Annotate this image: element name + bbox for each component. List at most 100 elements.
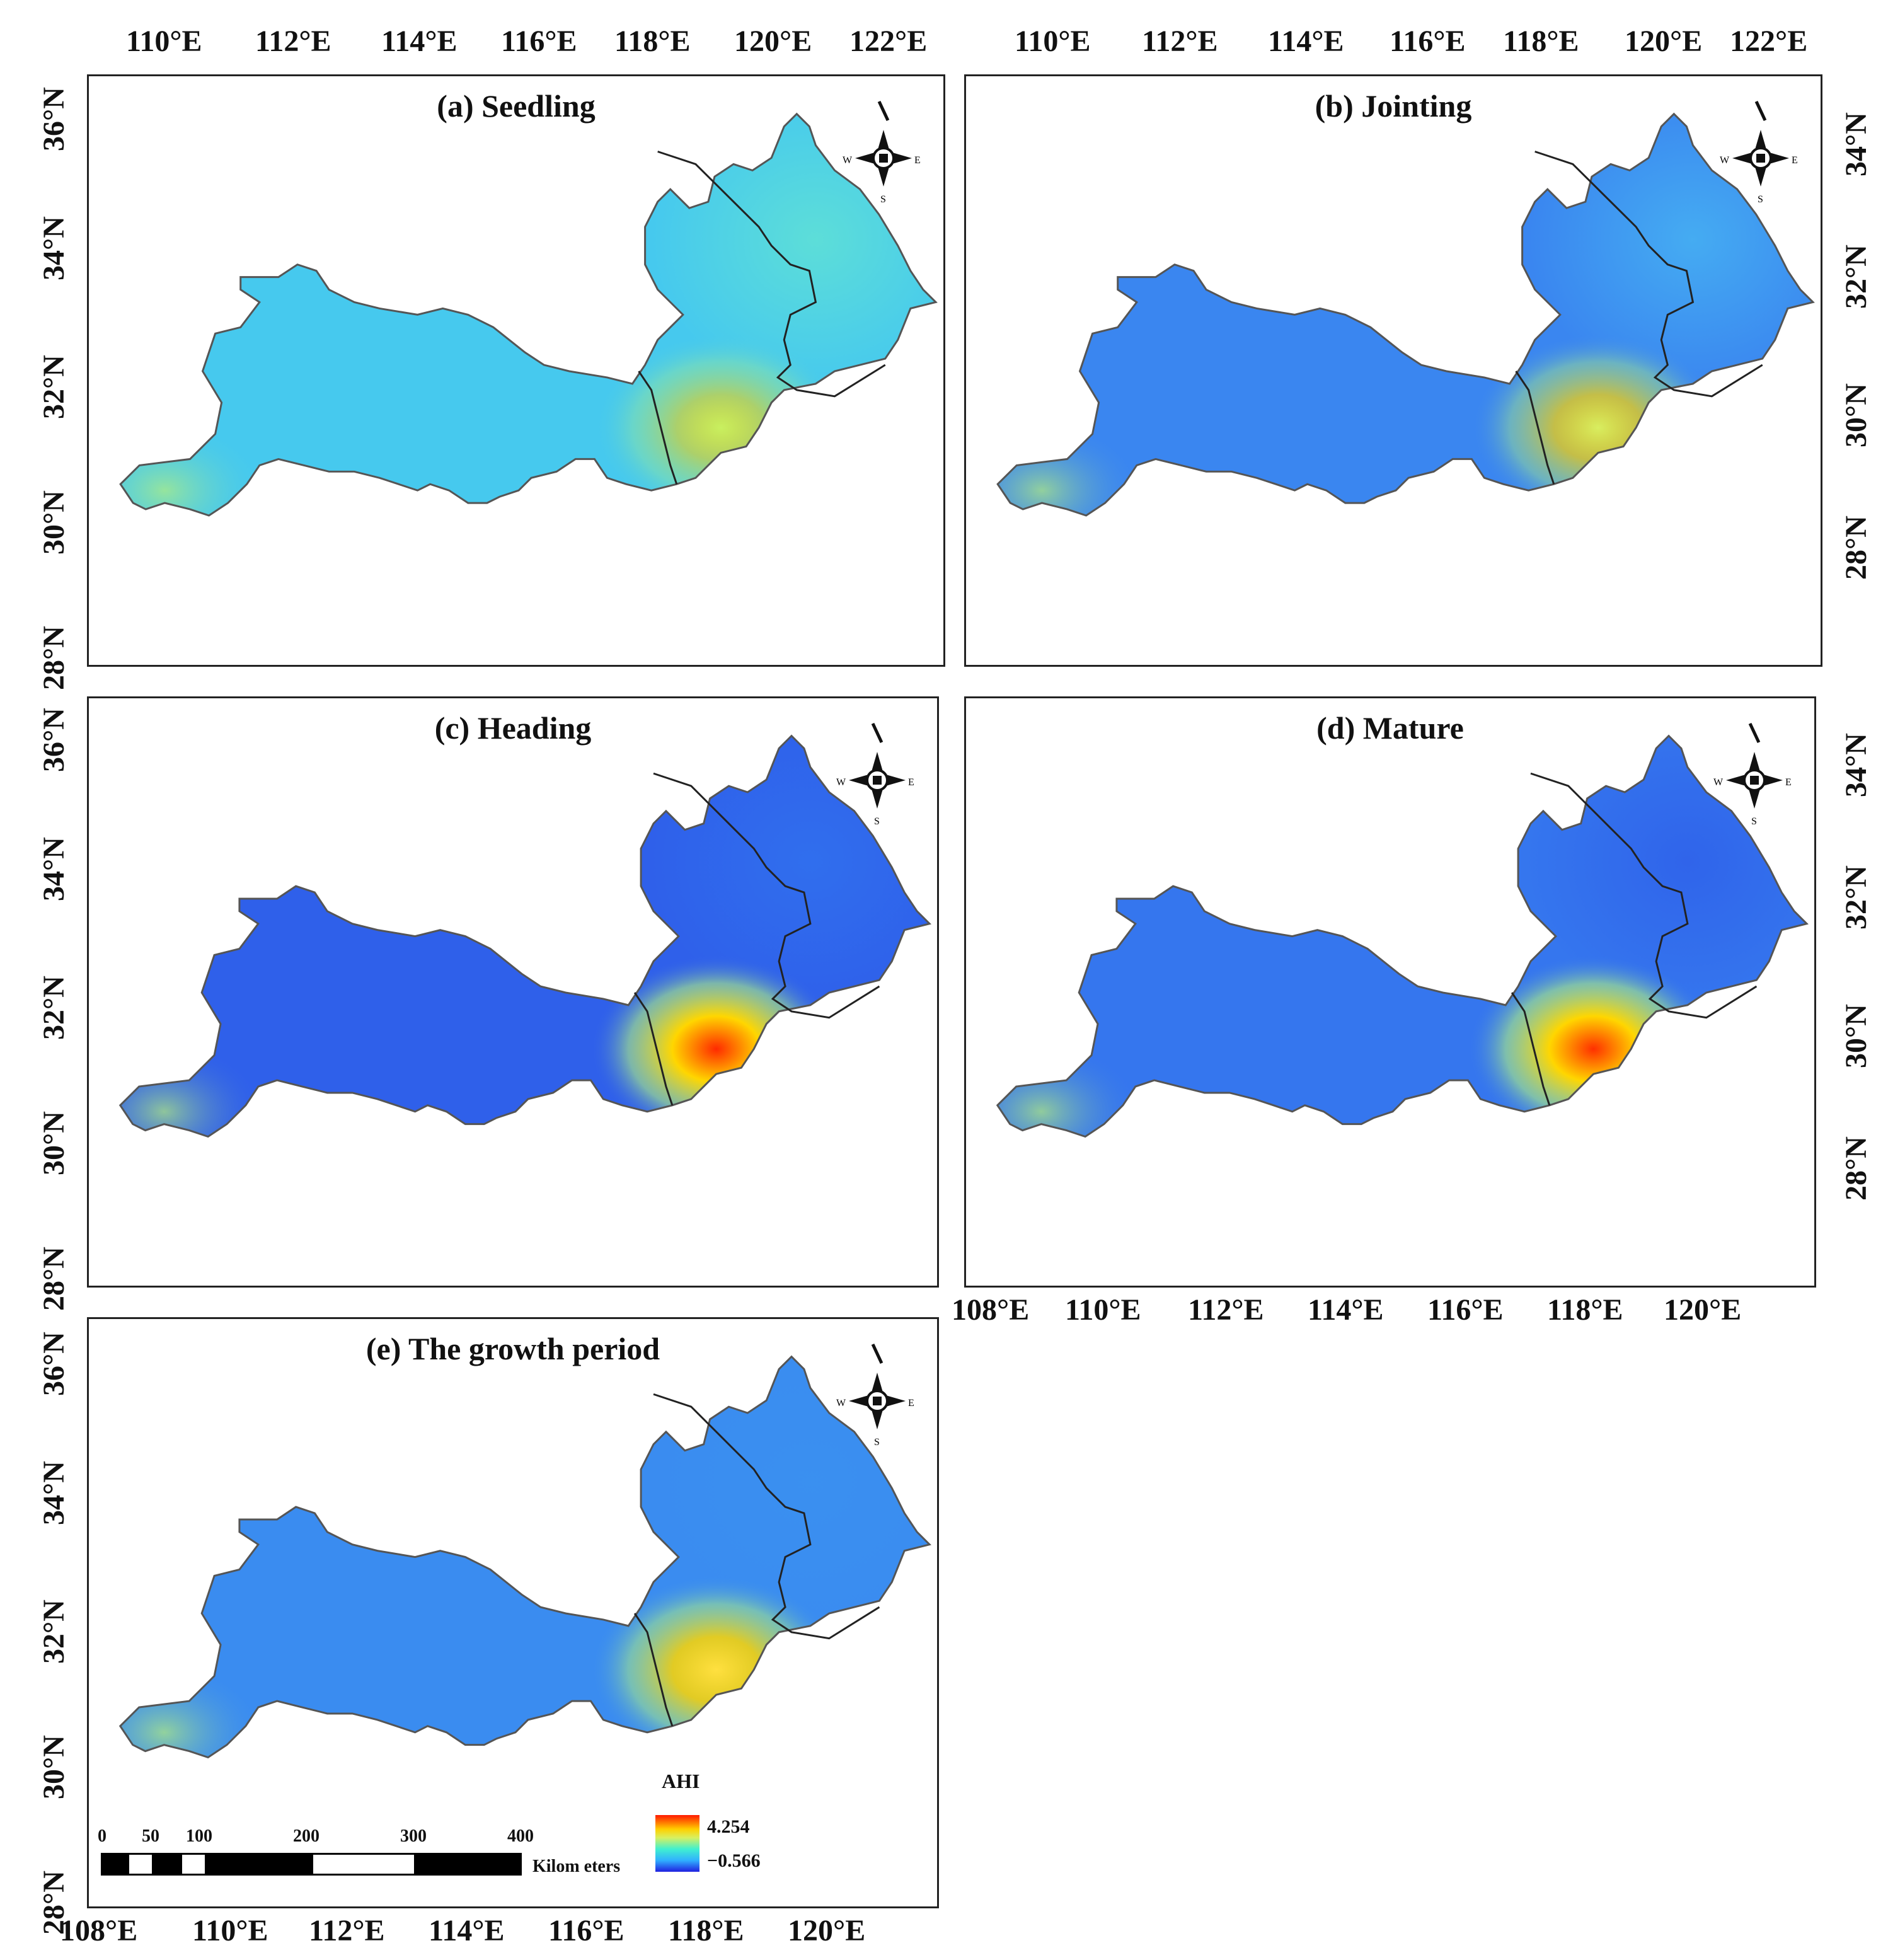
- latitude-tick-label: 32°N: [1839, 865, 1873, 930]
- svg-text:E: E: [908, 1398, 914, 1409]
- latitude-tick-label: 30°N: [1839, 383, 1873, 447]
- longitude-tick-label: 116°E: [1390, 25, 1466, 58]
- latitude-tick-label: 32°N: [37, 1600, 71, 1664]
- latitude-tick-label: 30°N: [1839, 1004, 1873, 1068]
- region-outline: [118, 1355, 931, 1759]
- latitude-tick-label: 32°N: [37, 355, 71, 419]
- region-outline: [996, 734, 1809, 1138]
- svg-text:E: E: [914, 155, 921, 166]
- svg-text:S: S: [1758, 194, 1763, 205]
- svg-text:S: S: [874, 816, 880, 827]
- svg-text:E: E: [1785, 777, 1792, 788]
- longitude-tick-label: 120°E: [1625, 25, 1703, 58]
- svg-text:E: E: [1792, 155, 1798, 166]
- longitude-tick-label: 116°E: [1427, 1293, 1504, 1327]
- longitude-tick-label: 114°E: [381, 25, 458, 58]
- north-arrow-icon: W E S: [836, 717, 918, 843]
- map-panel-mature: (d) Mature W E S: [964, 696, 1816, 1288]
- longitude-tick-label: 120°E: [1664, 1293, 1742, 1327]
- panel-title: (c) Heading: [434, 710, 592, 746]
- scale-bar-label: 0: [98, 1826, 106, 1846]
- latitude-tick-label: 28°N: [37, 1871, 71, 1935]
- latitude-tick-label: 28°N: [1839, 1136, 1873, 1201]
- svg-text:W: W: [843, 155, 853, 166]
- svg-text:E: E: [908, 777, 914, 788]
- longitude-tick-label: 114°E: [429, 1914, 505, 1947]
- scale-bar-label: 200: [293, 1826, 319, 1846]
- longitude-tick-label: 118°E: [614, 25, 691, 58]
- north-arrow-icon: W E S: [836, 1338, 918, 1464]
- latitude-tick-label: 36°N: [37, 87, 71, 151]
- latitude-tick-label: 34°N: [37, 216, 71, 280]
- scale-bar-label: 50: [142, 1826, 159, 1846]
- latitude-tick-label: 30°N: [37, 490, 71, 555]
- scale-bar-segment: [311, 1853, 416, 1876]
- region-outline: [118, 734, 931, 1138]
- longitude-tick-label: 118°E: [1547, 1293, 1623, 1327]
- latitude-tick-label: 28°N: [37, 1247, 71, 1311]
- latitude-tick-label: 36°N: [37, 708, 71, 772]
- longitude-tick-label: 120°E: [734, 25, 812, 58]
- longitude-tick-label: 114°E: [1308, 1293, 1384, 1327]
- panel-title: (d) Mature: [1316, 710, 1464, 746]
- legend-min-value: −0.566: [707, 1850, 761, 1871]
- latitude-tick-label: 32°N: [37, 976, 71, 1040]
- latitude-tick-label: 36°N: [37, 1332, 71, 1396]
- north-arrow-icon: W E S: [843, 95, 924, 221]
- scale-bar-label: 300: [400, 1826, 427, 1846]
- latitude-tick-label: 32°N: [1839, 245, 1873, 309]
- panel-title: (a) Seedling: [437, 88, 596, 124]
- longitude-tick-label: 116°E: [501, 25, 577, 58]
- svg-text:W: W: [836, 777, 846, 788]
- latitude-tick-label: 34°N: [1839, 112, 1873, 176]
- map-canvas: [119, 112, 938, 517]
- map-canvas: [118, 1355, 931, 1759]
- latitude-tick-label: 28°N: [1839, 516, 1873, 580]
- latitude-tick-label: 34°N: [37, 1461, 71, 1525]
- longitude-tick-label: 108°E: [60, 1914, 138, 1947]
- scale-bar-segment: [127, 1853, 154, 1876]
- region-outline: [119, 112, 938, 517]
- longitude-tick-label: 112°E: [1142, 25, 1218, 58]
- legend-title: AHI: [662, 1770, 700, 1792]
- latitude-tick-label: 28°N: [37, 626, 71, 690]
- panel-title: (e) The growth period: [366, 1331, 660, 1366]
- longitude-tick-label: 120°E: [788, 1914, 866, 1947]
- longitude-tick-label: 112°E: [255, 25, 331, 58]
- longitude-tick-label: 112°E: [1188, 1293, 1264, 1327]
- svg-text:S: S: [1751, 816, 1757, 827]
- scale-bar-segment: [416, 1853, 522, 1876]
- map-canvas: [996, 112, 1815, 517]
- latitude-tick-label: 34°N: [37, 837, 71, 901]
- svg-text:W: W: [1720, 155, 1730, 166]
- north-arrow-icon: W E S: [1713, 717, 1795, 843]
- scale-bar-segment: [154, 1853, 180, 1876]
- map-panel-heading: (c) Heading W E S: [87, 696, 939, 1288]
- map-panel-growth-period: (e) The growth period W E S: [87, 1317, 939, 1908]
- legend-max-value: 4.254: [707, 1816, 750, 1837]
- map-canvas: [118, 734, 931, 1138]
- latitude-tick-label: 30°N: [37, 1735, 71, 1799]
- longitude-tick-label: 110°E: [192, 1914, 268, 1947]
- longitude-tick-label: 118°E: [1503, 25, 1579, 58]
- svg-text:S: S: [880, 194, 886, 205]
- svg-text:S: S: [874, 1437, 880, 1448]
- north-arrow-icon: W E S: [1720, 95, 1802, 221]
- longitude-tick-label: 114°E: [1268, 25, 1344, 58]
- longitude-tick-label: 116°E: [548, 1914, 625, 1947]
- scale-bar-label: 400: [507, 1826, 534, 1846]
- region-outline: [996, 112, 1815, 517]
- map-panel-jointing: (b) Jointing W E S: [964, 74, 1822, 667]
- longitude-tick-label: 118°E: [668, 1914, 744, 1947]
- svg-text:W: W: [836, 1398, 846, 1409]
- scale-bar-segment: [207, 1853, 311, 1876]
- longitude-tick-label: 110°E: [1065, 1293, 1141, 1327]
- map-panel-seedling: (a) Seedling W E S: [87, 74, 945, 667]
- longitude-tick-label: 108°E: [952, 1293, 1030, 1327]
- scale-bar-label: 100: [186, 1826, 212, 1846]
- map-canvas: [996, 734, 1809, 1138]
- scale-bar-segment: [180, 1853, 207, 1876]
- latitude-tick-label: 30°N: [37, 1111, 71, 1175]
- latitude-tick-label: 34°N: [1839, 733, 1873, 797]
- scale-bar-unit: Kilom eters: [532, 1857, 621, 1876]
